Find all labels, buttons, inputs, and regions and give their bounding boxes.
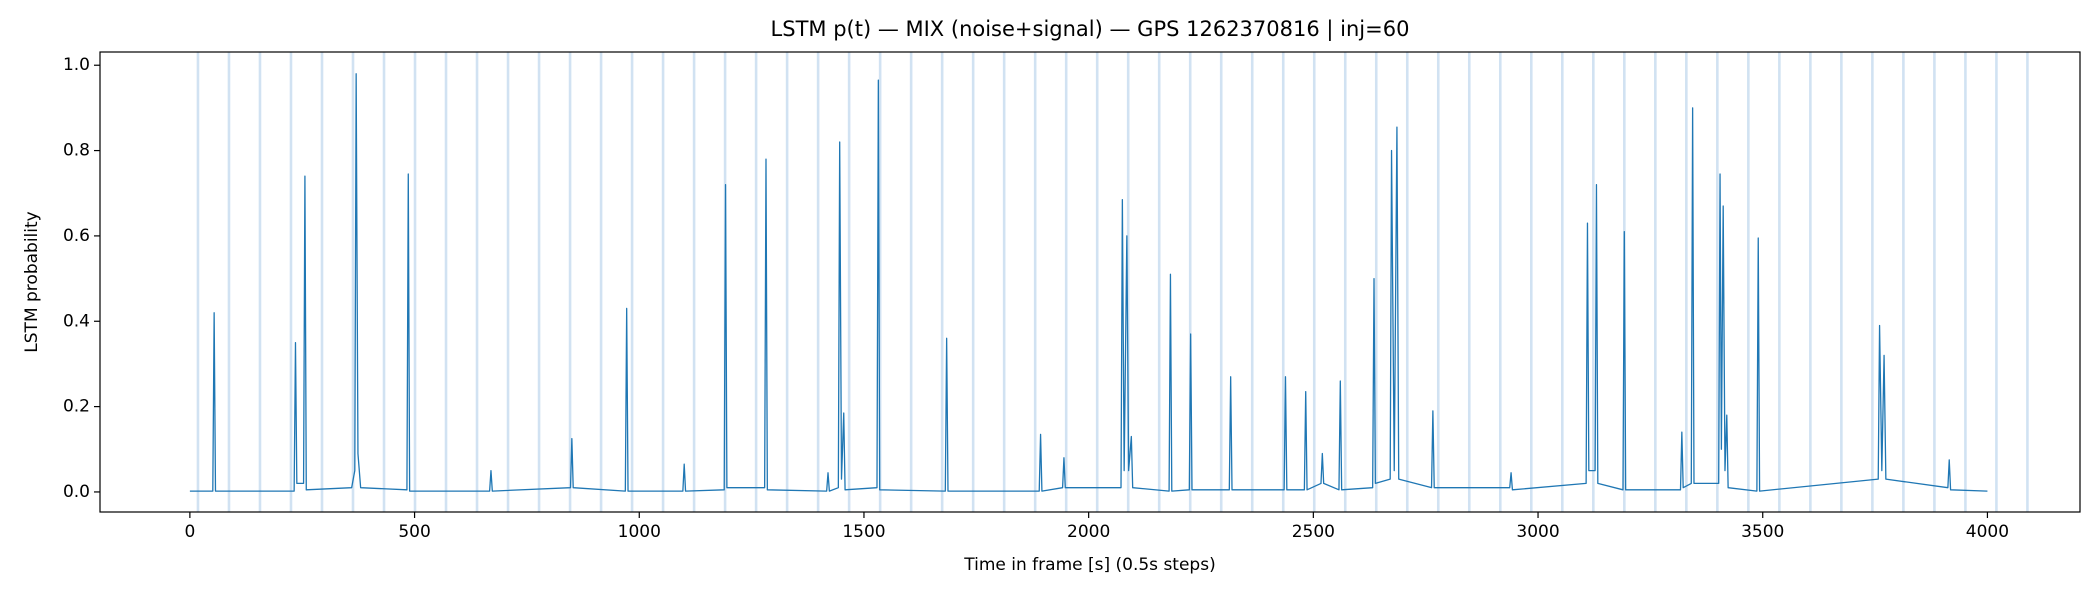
y-tick-label: 0.6	[63, 226, 90, 246]
y-tick-label: 0.2	[63, 397, 90, 417]
x-tick-label: 3000	[1516, 522, 1559, 542]
y-axis-label: LSTM probability	[22, 211, 42, 352]
probability-line	[189, 73, 1988, 492]
plot-frame	[99, 51, 2081, 513]
x-axis-label: Time in frame [s] (0.5s steps)	[963, 555, 1215, 575]
x-tick-label: 2500	[1292, 522, 1335, 542]
x-tick-label: 500	[398, 522, 430, 542]
y-tick-label: 0.8	[63, 141, 90, 161]
x-tick-label: 3500	[1741, 522, 1784, 542]
x-tick-label: 0	[184, 522, 195, 542]
chart-title: LSTM p(t) — MIX (noise+signal) — GPS 126…	[771, 17, 1410, 42]
x-tick-label: 4000	[1966, 522, 2009, 542]
y-tick-label: 1.0	[63, 55, 90, 75]
y-tick-label: 0.0	[63, 482, 90, 502]
x-tick-label: 2000	[1067, 522, 1110, 542]
x-tick-label: 1500	[842, 522, 885, 542]
x-tick-label: 1000	[618, 522, 661, 542]
y-tick-label: 0.4	[63, 311, 90, 331]
